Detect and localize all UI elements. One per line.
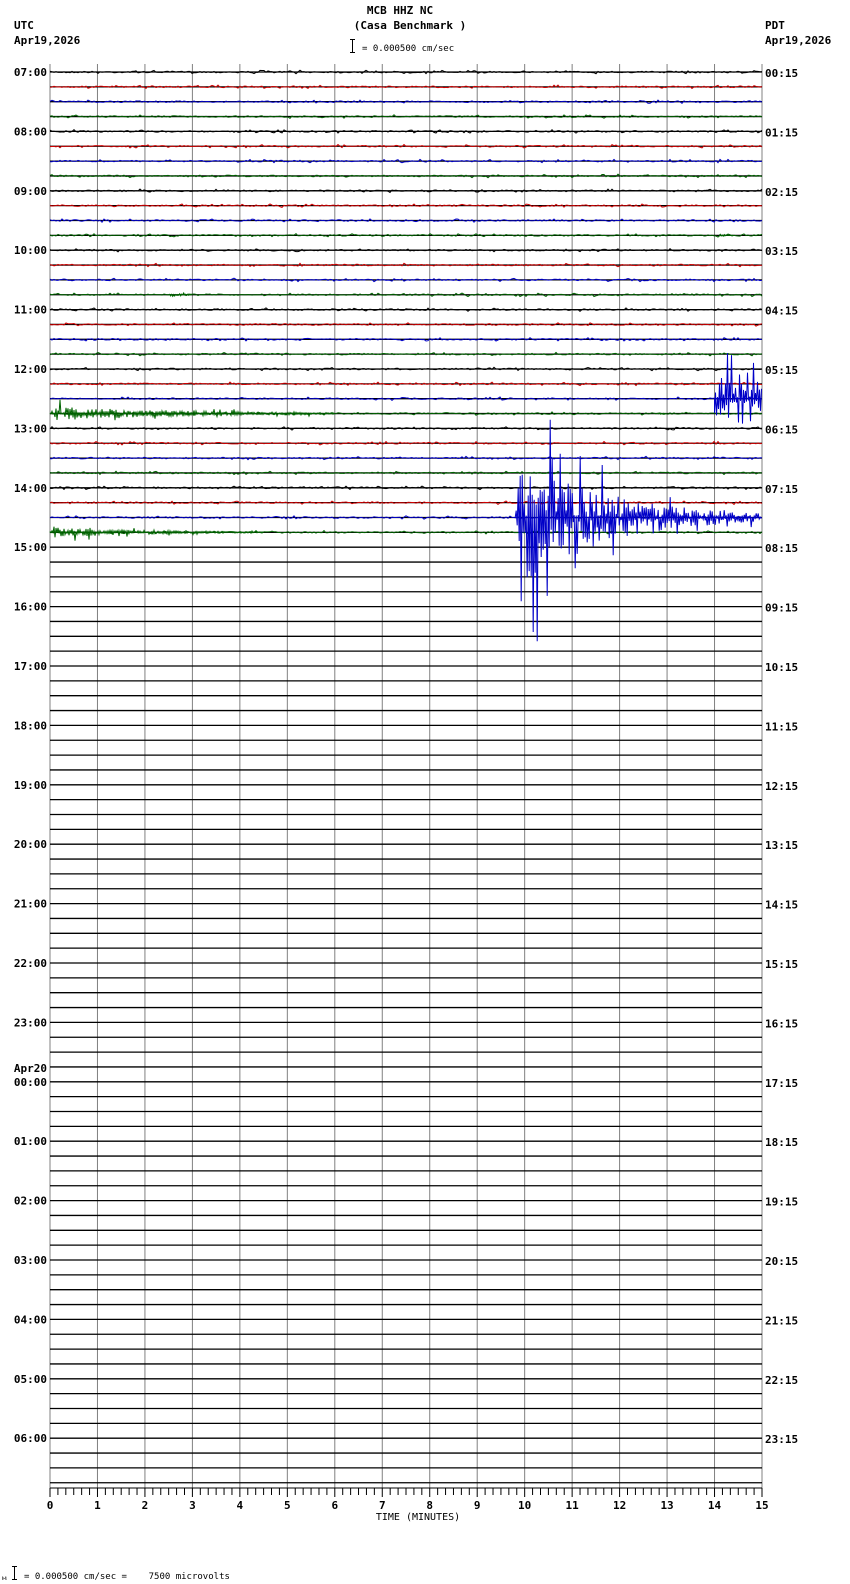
utc-hour-label: 05:00 <box>14 1373 47 1386</box>
pdt-hour-label: 15:15 <box>765 958 798 971</box>
pdt-hour-label: 16:15 <box>765 1017 798 1030</box>
x-tick-label: 10 <box>518 1499 531 1512</box>
pdt-hour-label: 23:15 <box>765 1433 798 1446</box>
x-tick-label: 12 <box>613 1499 626 1512</box>
utc-hour-label: 15:00 <box>14 541 47 554</box>
x-tick-label: 0 <box>47 1499 54 1512</box>
pdt-hour-label: 07:15 <box>765 483 798 496</box>
utc-hour-label: 17:00 <box>14 660 47 673</box>
right-timezone: PDT <box>765 19 785 32</box>
utc-hour-label: 06:00 <box>14 1432 47 1445</box>
utc-hour-label: 00:00 <box>14 1076 47 1089</box>
utc-hour-label: 08:00 <box>14 125 47 138</box>
x-tick-label: 3 <box>189 1499 196 1512</box>
scale-bar-icon <box>350 39 355 53</box>
utc-hour-label: 13:00 <box>14 422 47 435</box>
x-tick-label: 1 <box>94 1499 101 1512</box>
footer-scale-bar-icon <box>12 1566 17 1580</box>
left-date: Apr19,2026 <box>14 34 81 47</box>
utc-hour-label: 11:00 <box>14 304 47 317</box>
x-tick-label: 11 <box>566 1499 580 1512</box>
pdt-hour-label: 18:15 <box>765 1136 798 1149</box>
x-tick-label: 8 <box>426 1499 433 1512</box>
x-tick-label: 6 <box>331 1499 338 1512</box>
utc-hour-label: 10:00 <box>14 244 47 257</box>
utc-hour-label: 12:00 <box>14 363 47 376</box>
pdt-hour-label: 14:15 <box>765 899 798 912</box>
utc-hour-label: 20:00 <box>14 838 47 851</box>
minute-gridlines <box>49 64 763 1488</box>
utc-hour-label: 03:00 <box>14 1254 47 1267</box>
pdt-hour-label: 03:15 <box>765 245 798 258</box>
utc-hour-label: 22:00 <box>14 957 47 970</box>
x-tick-label: 2 <box>142 1499 149 1512</box>
pdt-hour-label: 09:15 <box>765 602 798 615</box>
utc-hour-label: 07:00 <box>14 66 47 79</box>
pdt-hour-label: 05:15 <box>765 364 798 377</box>
footer-marker: ⲙ <box>2 1573 7 1582</box>
pdt-hour-label: 02:15 <box>765 186 798 199</box>
utc-hour-labels: 07:00 08:00 09:00 10:00 11:00 12:00 13:00 14:00… <box>14 66 47 1445</box>
date-change-label: Apr20 <box>14 1062 47 1075</box>
station-title: MCB HHZ NC <box>366 4 434 17</box>
x-tick-label: 5 <box>284 1499 291 1512</box>
trace-baselines <box>50 71 762 1484</box>
x-tick-label: 13 <box>660 1499 673 1512</box>
utc-hour-label: 23:00 <box>14 1016 47 1029</box>
pdt-hour-label: 12:15 <box>765 780 798 793</box>
pdt-hour-label: 21:15 <box>765 1314 798 1327</box>
footer-scale-text: = 0.000500 cm/sec = 7500 microvolts <box>24 1572 230 1582</box>
pdt-hour-label: 19:15 <box>765 1196 798 1209</box>
x-tick-label: 4 <box>237 1499 244 1512</box>
utc-hour-label: 04:00 <box>14 1313 47 1326</box>
seismic-traces <box>49 69 763 535</box>
utc-hour-label: 19:00 <box>14 779 47 792</box>
utc-hour-label: 21:00 <box>14 898 47 911</box>
utc-hour-label: 01:00 <box>14 1135 47 1148</box>
pdt-hour-label: 00:15 <box>765 67 798 80</box>
x-tick-label: 15 <box>755 1499 768 1512</box>
utc-hour-label: 14:00 <box>14 482 47 495</box>
pdt-hour-label: 17:15 <box>765 1077 798 1090</box>
left-timezone: UTC <box>14 19 34 32</box>
x-axis-label: TIME (MINUTES) <box>376 1512 460 1523</box>
right-date: Apr19,2026 <box>765 34 832 47</box>
pdt-hour-label: 10:15 <box>765 661 798 674</box>
station-site: (Casa Benchmark ) <box>353 19 467 32</box>
scale-text: = 0.000500 cm/sec <box>362 44 455 54</box>
pdt-hour-label: 01:15 <box>765 126 798 139</box>
x-tick-label: 9 <box>474 1499 481 1512</box>
seismic-events <box>49 233 762 642</box>
pdt-hour-label: 11:15 <box>765 720 798 733</box>
utc-hour-label: 09:00 <box>14 185 47 198</box>
pdt-hour-labels: 00:15 01:15 02:15 03:15 04:15 05:15 06:15 07:15… <box>765 67 798 1446</box>
pdt-hour-label: 04:15 <box>765 305 798 318</box>
pdt-hour-label: 22:15 <box>765 1374 798 1387</box>
x-tick-label: 7 <box>379 1499 386 1512</box>
x-tick-label: 14 <box>708 1499 722 1512</box>
pdt-hour-label: 13:15 <box>765 839 798 852</box>
pdt-hour-label: 20:15 <box>765 1255 798 1268</box>
pdt-hour-label: 08:15 <box>765 542 798 555</box>
pdt-hour-label: 06:15 <box>765 423 798 436</box>
utc-hour-label: 16:00 <box>14 601 47 614</box>
utc-hour-label: 02:00 <box>14 1195 47 1208</box>
utc-hour-label: 18:00 <box>14 719 47 732</box>
